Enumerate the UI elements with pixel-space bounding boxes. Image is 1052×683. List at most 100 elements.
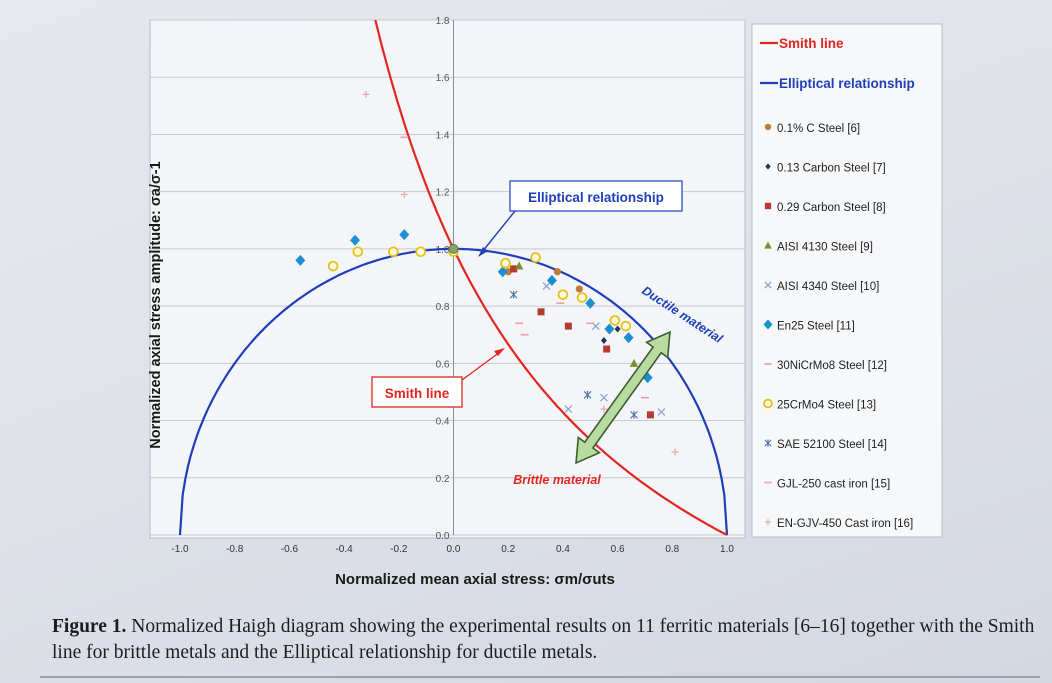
marker-shape [530,252,541,263]
legend-line-label: Smith line [779,36,844,51]
smith-arrow-head [494,348,505,356]
data-point [609,315,621,326]
legend-label: 25CrMo4 Steel [13] [777,400,876,412]
data-point [553,268,562,276]
marker-shape [623,332,634,344]
marker-shape [585,297,596,309]
data-point [564,322,572,330]
x-tick-label: -0.4 [335,544,353,555]
elliptical-arrow-head [478,247,488,257]
legend-marker [764,518,772,526]
data-point [500,257,511,269]
marker-shape [564,322,572,330]
legend-label: EN-GJV-450 Cast iron [16] [777,518,913,530]
haigh-diagram-chart: 0.00.20.40.60.81.01.21.41.61.8 -1.0 -0.8-… [148,16,943,588]
marker-shape [764,281,772,289]
marker-shape [614,325,621,333]
data-point [546,274,557,286]
data-point [497,266,508,278]
marker-shape [576,292,588,303]
marker-shape [295,254,306,266]
marker-shape [764,439,772,447]
legend-label: 0.1% C Steel [6] [777,123,860,135]
marker-shape [600,393,608,402]
data-point [671,448,679,456]
data-point [576,292,588,303]
marker-shape [575,285,583,293]
marker-shape [629,358,639,367]
y-tick-label: 1.6 [436,73,450,84]
data-point [603,345,611,353]
data-point [600,393,608,402]
marker-shape [497,266,508,278]
x-tick-label: 0.0 [447,544,461,555]
figure-caption: Figure 1. Normalized Haigh diagram showi… [52,614,1042,666]
y-tick-label: 0.2 [436,474,450,485]
x-tick-label: -0.6 [281,544,299,555]
data-point [415,246,426,258]
smith-callout-arrow [461,351,501,381]
data-point [575,285,583,293]
smith-callout-text: Smith line [385,386,450,401]
y-tick-label: 1.0 [436,245,450,256]
marker-shape [352,246,364,258]
x-tick-label: -0.2 [390,544,408,555]
data-point [604,323,615,335]
marker-shape [537,308,545,316]
marker-shape [542,282,551,291]
legend-marker [764,281,772,289]
data-point [350,234,361,246]
legend-line-label: Elliptical relationship [779,76,915,91]
marker-shape [764,123,772,131]
data-point [400,191,408,199]
marker-shape [764,202,772,210]
marker-shape [583,390,592,399]
legend-marker [763,319,773,330]
marker-shape [509,290,518,299]
data-point [623,332,634,344]
data-point [657,408,666,416]
data-point [530,252,541,263]
marker-shape [388,246,399,258]
y-tick-label: 1.8 [436,16,450,27]
marker-shape [604,323,615,335]
x-tick-label: 0.4 [556,544,570,555]
brittle-material-label: Brittle material [513,473,601,487]
elliptical-callout-box [509,180,683,212]
marker-shape [564,405,573,414]
x-tick-label: 1.0 [720,544,734,555]
smith-callout-box [371,376,463,408]
legend-label: AISI 4130 Steel [9] [777,242,873,254]
data-point [542,282,551,291]
data-point [620,320,632,332]
data-point [352,246,364,258]
data-point [510,265,518,273]
marker-shape [553,268,562,276]
data-point [327,260,339,272]
legend: Smith line Elliptical relationship 0.1% C … [760,36,915,530]
marker-shape [350,234,361,246]
legend-box [751,23,943,538]
caption-label: Figure 1. [52,616,127,637]
data-point [399,229,410,241]
y-tick-label: 1.2 [436,188,450,199]
data-point [583,390,592,399]
data-point [509,290,518,299]
data-point [362,90,370,98]
legend-marker [764,123,772,131]
data-point [646,411,654,419]
plot-area [149,19,746,539]
marker-shape [362,90,370,98]
legend-label: En25 Steel [11] [777,321,855,333]
legend-marker [764,202,772,210]
data-point [585,297,596,309]
marker-shape [630,410,638,419]
marker-shape [603,345,611,353]
marker-shape [764,518,772,526]
marker-shape [546,274,557,286]
data-point [564,405,573,414]
legend-label: 0.13 Carbon Steel [7] [777,163,886,175]
marker-shape [764,241,772,249]
elliptical-callout-arrow [481,210,516,253]
